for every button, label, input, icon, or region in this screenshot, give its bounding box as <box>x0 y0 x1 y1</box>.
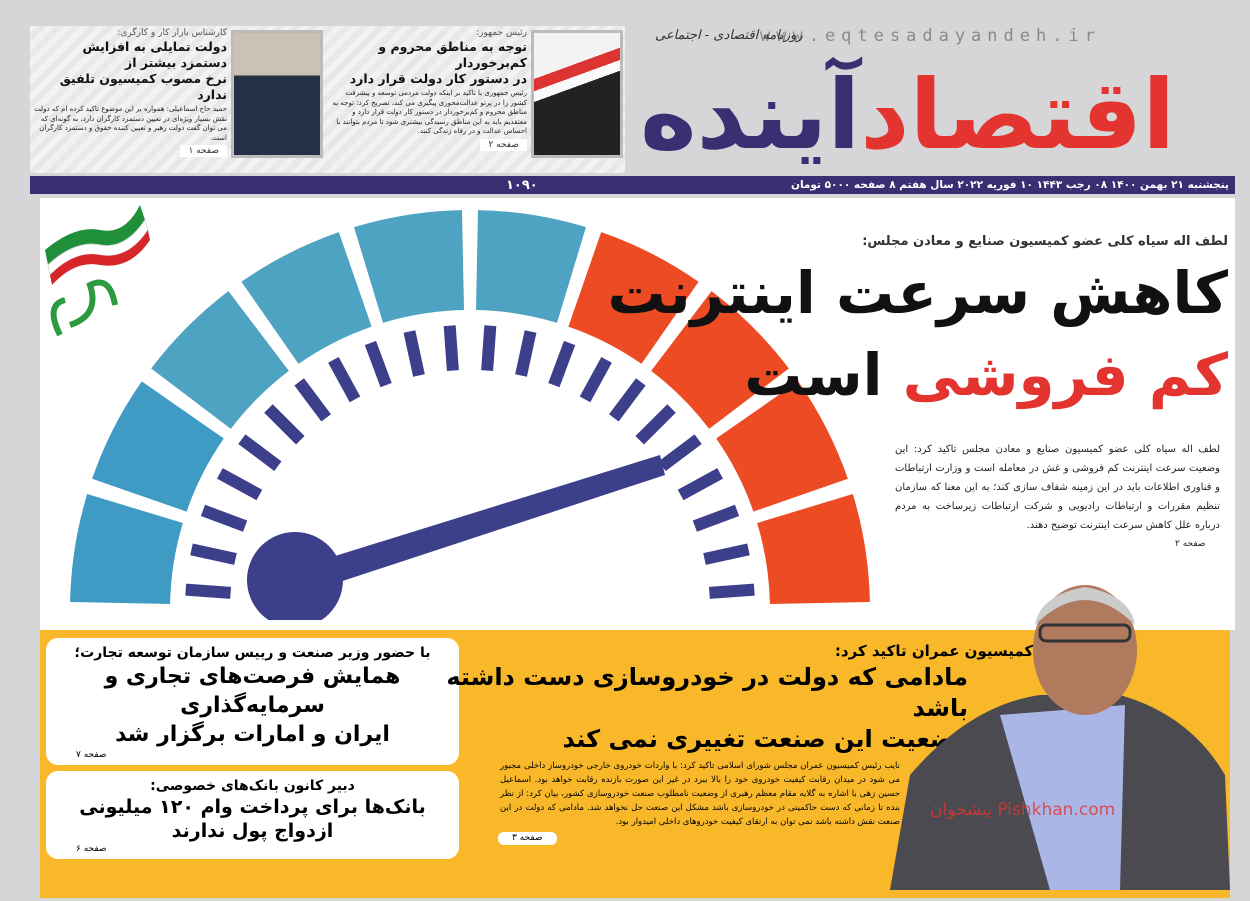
gauge-tick <box>692 504 740 532</box>
kicker: با حضور وزیر صنعت و رییس سازمان توسعه تج… <box>74 645 431 661</box>
headline: همایش فرصت‌های تجاری و سرمایه‌گذاری <box>104 664 401 718</box>
kicker: رئیس جمهور: <box>476 28 527 38</box>
headline: دولت تمایلی به افزایش دستمزد بیشتر از <box>82 39 227 70</box>
headline-line: وضعیت این صنعت تغییری نمی کند <box>562 725 969 753</box>
headline: نرخ مصوب کمیسیون تلفیق ندارد <box>59 71 227 102</box>
headline: در دستور کار دولت قرار دارد <box>349 71 527 86</box>
headline: توجه به مناطق محروم و کم‌برخوردار <box>378 39 527 70</box>
gauge-tick <box>216 468 263 501</box>
gauge-tick <box>294 378 331 422</box>
gauge-segment-red <box>757 494 870 605</box>
gauge-tick <box>190 543 237 565</box>
page-ref[interactable]: صفحه ۲ <box>1175 539 1206 549</box>
website-url[interactable]: www.eqtesadayandeh.ir <box>760 26 1101 46</box>
kicker: دبیر کانون بانک‌های خصوصی: <box>150 778 355 794</box>
top-stories-strip: رئیس جمهور: توجه به مناطق محروم و کم‌برخ… <box>30 26 625 173</box>
gauge-tick <box>481 325 497 372</box>
watermark: پیشخوان Pishkhan.com <box>930 800 1116 820</box>
lead-text: لطف اله سیاه کلی عضو کمیسیون صنایع و معا… <box>895 444 1220 531</box>
gauge-tick <box>677 468 724 501</box>
page-ref[interactable]: صفحه ۲ <box>480 138 527 151</box>
dateline-bar: پنجشنبه ۲۱ بهمن ۱۴۰۰ ۰۸ رجب ۱۴۴۳ ۱۰ فوری… <box>30 176 1235 194</box>
gauge-tick <box>579 356 612 403</box>
headline: ایران و امارات برگزار شد <box>115 722 390 747</box>
gauge-tick <box>264 404 305 445</box>
page-ref[interactable]: صفحه ۶ <box>76 844 107 854</box>
mp-photo: پیشخوان Pishkhan.com <box>890 575 1230 890</box>
gauge-segment-blue <box>475 210 586 323</box>
story-body: رئیس جمهوری با تاکید بر اینکه دولت مردمی… <box>332 89 528 135</box>
top-story-wages[interactable]: کارشناس بازار کار و کارگری: دولت تمایلی … <box>32 28 227 171</box>
expert-photo <box>231 30 323 158</box>
main-headline[interactable]: کاهش سرعت اینترنت <box>607 259 1229 327</box>
main-lead: لطف اله سیاه کلی عضو کمیسیون صنایع و معا… <box>895 440 1220 554</box>
auto-headline[interactable]: مادامی که دولت در خودروسازی دست داشته با… <box>438 662 968 755</box>
main-headline-line2[interactable]: کم فروشی است <box>744 340 1228 410</box>
auto-story: نایب رئیس کمیسیون عمران تاکید کرد: مادام… <box>438 640 1118 845</box>
page-ref[interactable]: صفحه ۱ <box>180 145 227 157</box>
headline-line: مادامی که دولت در خودروسازی دست داشته با… <box>446 663 968 722</box>
kicker: کارشناس بازار کار و کارگری: <box>117 28 227 38</box>
gauge-tick <box>658 434 702 471</box>
gauge-segment-red <box>651 291 789 429</box>
side-boxes: با حضور وزیر صنعت و رییس سازمان توسعه تج… <box>46 638 459 859</box>
gauge-tick <box>609 378 646 422</box>
gauge-segment-red <box>568 232 699 364</box>
side-box-marriage-loan[interactable]: دبیر کانون بانک‌های خصوصی: بانک‌ها برای … <box>46 771 459 859</box>
gauge-hub <box>247 532 343 620</box>
gauge-segment-blue <box>241 232 372 364</box>
fajr-emblem <box>40 205 160 345</box>
headline-red: کم فروشی <box>902 341 1228 409</box>
auto-body: نایب رئیس کمیسیون عمران مجلس شورای اسلام… <box>500 761 900 827</box>
gauge-tick <box>703 543 750 565</box>
gauge-segment-blue <box>354 210 465 323</box>
president-photo <box>531 30 623 158</box>
gauge-segment-blue <box>70 494 183 605</box>
gauge-tick <box>185 583 232 599</box>
gauge-tick <box>328 356 361 403</box>
headline-black: است <box>744 341 883 409</box>
dateline: پنجشنبه ۲۱ بهمن ۱۴۰۰ ۰۸ رجب ۱۴۴۳ ۱۰ فوری… <box>791 179 1229 191</box>
gauge-tick <box>708 583 755 599</box>
gauge-segment-blue <box>151 291 289 429</box>
speedometer-illustration <box>70 210 870 620</box>
gauge-needle <box>290 455 665 595</box>
slogan: روزنامه اقتصادی - اجتماعی <box>655 28 803 43</box>
newspaper-logo: آینده اقتصاد <box>640 59 1179 171</box>
headline: بانک‌ها برای پرداخت وام ۱۲۰ میلیونی ازدو… <box>79 796 426 842</box>
gauge-segment-blue <box>92 381 224 512</box>
gauge-tick <box>364 340 392 388</box>
gauge-tick <box>548 340 576 388</box>
page-ref[interactable]: صفحه ۷ <box>76 750 107 760</box>
side-box-trade-summit[interactable]: با حضور وزیر صنعت و رییس سازمان توسعه تج… <box>46 638 459 765</box>
gauge-tick <box>515 330 537 377</box>
gauge-tick <box>443 325 459 372</box>
page-ref[interactable]: صفحه ۳ <box>498 832 557 845</box>
main-kicker: لطف اله سیاه کلی عضو کمیسیون صنایع و معا… <box>862 234 1228 249</box>
top-story-president[interactable]: رئیس جمهور: توجه به مناطق محروم و کم‌برخ… <box>327 28 527 171</box>
story-body: حمید حاج اسماعیلی: همواره بر این موضوع ت… <box>34 105 227 142</box>
issue-number: ۱۰۹۰ <box>506 177 538 193</box>
gauge-tick <box>200 504 248 532</box>
gauge-segment-red <box>716 381 848 512</box>
gauge-tick <box>403 330 425 377</box>
gauge-tick <box>238 434 282 471</box>
gauge-tick <box>635 404 676 445</box>
